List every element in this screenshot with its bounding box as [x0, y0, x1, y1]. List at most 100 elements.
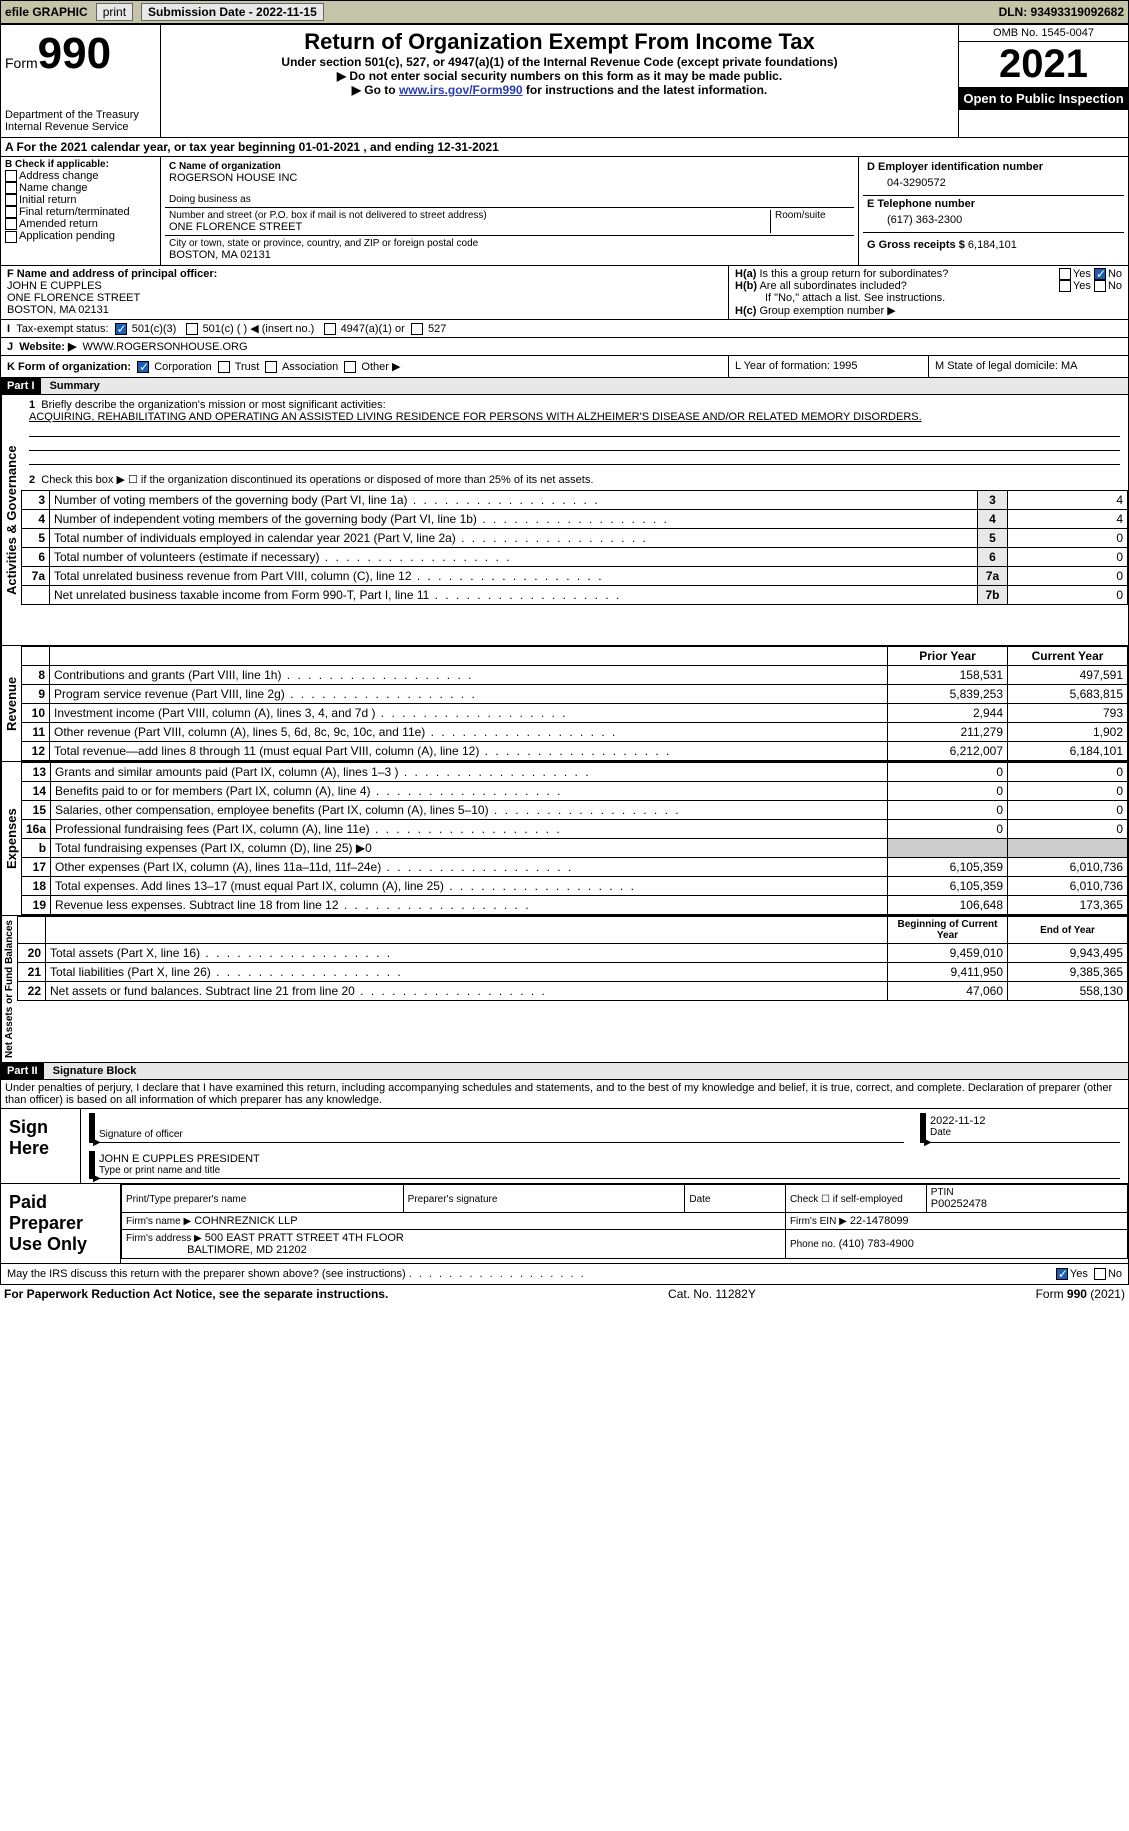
cb-4947[interactable]: [324, 323, 336, 335]
cb-name-change[interactable]: [5, 182, 17, 194]
discuss-yes[interactable]: [1056, 1268, 1068, 1280]
q2-label: Check this box ▶ ☐ if the organization d…: [41, 474, 593, 486]
expenses-table: 13Grants and similar amounts paid (Part …: [21, 762, 1128, 915]
hb-no[interactable]: [1094, 280, 1106, 292]
sign-here-label: Sign Here: [1, 1109, 81, 1183]
discuss-row: May the IRS discuss this return with the…: [0, 1264, 1129, 1285]
print-button[interactable]: print: [96, 3, 133, 21]
efile-label: efile GRAPHIC: [5, 5, 88, 19]
part1-title: Summary: [44, 378, 106, 394]
discuss-label: May the IRS discuss this return with the…: [7, 1268, 406, 1280]
addr-label: Number and street (or P.O. box if mail i…: [169, 210, 770, 221]
block-c: C Name of organization ROGERSON HOUSE IN…: [161, 157, 858, 265]
firm-name: COHNREZNICK LLP: [194, 1215, 297, 1227]
hb-note: If "No," attach a list. See instructions…: [735, 292, 1122, 304]
state-domicile: M State of legal domicile: MA: [928, 356, 1128, 377]
paid-preparer-block: Paid Preparer Use Only Print/Type prepar…: [0, 1184, 1129, 1264]
declaration-text: Under penalties of perjury, I declare th…: [0, 1080, 1129, 1109]
revenue-table: Prior YearCurrent Year8Contributions and…: [21, 646, 1128, 761]
ptin: P00252478: [931, 1198, 1123, 1210]
hb-yes[interactable]: [1059, 280, 1071, 292]
governance-table: 3Number of voting members of the governi…: [21, 490, 1128, 605]
website-label: Website: ▶: [19, 341, 76, 353]
ein-value: 04-3290572: [867, 173, 1120, 193]
firm-addr1: 500 EAST PRATT STREET 4TH FLOOR: [205, 1232, 404, 1244]
ha-yes[interactable]: [1059, 268, 1071, 280]
city-label: City or town, state or province, country…: [169, 238, 850, 249]
discuss-no[interactable]: [1094, 1268, 1106, 1280]
room-label: Room/suite: [770, 210, 850, 233]
cb-501c3[interactable]: [115, 323, 127, 335]
form-number: 990: [38, 29, 111, 78]
tax-exempt-row: I Tax-exempt status: 501(c)(3) 501(c) ( …: [0, 320, 1129, 338]
cb-app-pending[interactable]: [5, 231, 17, 243]
sidelabel-netassets: Net Assets or Fund Balances: [1, 916, 17, 1062]
org-address: ONE FLORENCE STREET: [169, 221, 770, 233]
tel-value: (617) 363-2300: [867, 210, 1120, 230]
org-city: BOSTON, MA 02131: [169, 249, 850, 261]
block-d: D Employer identification number 04-3290…: [858, 157, 1128, 265]
sig-date-label: Date: [930, 1127, 1116, 1138]
gross-value: 6,184,101: [968, 239, 1017, 251]
ha-label: Is this a group return for subordinates?: [759, 268, 948, 280]
topbar: efile GRAPHIC print Submission Date - 20…: [0, 0, 1129, 24]
tel-label: E Telephone number: [867, 198, 1120, 210]
cb-final-return[interactable]: [5, 206, 17, 218]
tax-period: A For the 2021 calendar year, or tax yea…: [0, 138, 1129, 157]
form-subtitle-1: Under section 501(c), 527, or 4947(a)(1)…: [167, 55, 952, 69]
section-expenses: Expenses 13Grants and similar amounts pa…: [0, 762, 1129, 916]
cb-initial-return[interactable]: [5, 194, 17, 206]
cb-assoc[interactable]: [265, 361, 277, 373]
org-name-label: C Name of organization: [169, 161, 850, 172]
ein-label: D Employer identification number: [867, 161, 1120, 173]
footer-left: For Paperwork Reduction Act Notice, see …: [4, 1287, 388, 1301]
officer-name: JOHN E CUPPLES: [7, 280, 722, 292]
mission-text: ACQUIRING, REHABILITATING AND OPERATING …: [29, 411, 1120, 423]
sig-date: 2022-11-12: [930, 1115, 1116, 1127]
omb-number: OMB No. 1545-0047: [959, 25, 1128, 42]
form-title: Return of Organization Exempt From Incom…: [167, 29, 952, 55]
sidelabel-expenses: Expenses: [1, 762, 21, 915]
irs-link[interactable]: www.irs.gov/Form990: [399, 83, 523, 97]
officer-label: F Name and address of principal officer:: [7, 268, 722, 280]
tax-year: 2021: [959, 42, 1128, 87]
part2-title: Signature Block: [47, 1063, 143, 1079]
preparer-table: Print/Type preparer's name Preparer's si…: [121, 1184, 1128, 1259]
sign-here-block: Sign Here Signature of officer 2022-11-1…: [0, 1109, 1129, 1184]
part1-header: Part I Summary: [0, 378, 1129, 395]
section-revenue: Revenue Prior YearCurrent Year8Contribut…: [0, 646, 1129, 762]
section-activities: Activities & Governance 1 Briefly descri…: [0, 395, 1129, 646]
officer-print-name: JOHN E CUPPLES PRESIDENT: [99, 1153, 1116, 1165]
block-b: B Check if applicable: Address change Na…: [1, 157, 161, 265]
year-formation: L Year of formation: 1995: [728, 356, 928, 377]
sidelabel-activities: Activities & Governance: [1, 395, 21, 645]
form-word: Form: [5, 55, 38, 71]
submission-date: Submission Date - 2022-11-15: [141, 3, 324, 21]
paid-preparer-label: Paid Preparer Use Only: [1, 1184, 121, 1263]
cb-address-change[interactable]: [5, 170, 17, 182]
cb-trust[interactable]: [218, 361, 230, 373]
hc-label: Group exemption number ▶: [759, 305, 895, 317]
q1-label: Briefly describe the organization's miss…: [41, 399, 385, 411]
firm-ein: 22-1478099: [850, 1215, 909, 1227]
officer-addr1: ONE FLORENCE STREET: [7, 292, 722, 304]
cb-amended[interactable]: [5, 218, 17, 230]
dba-label: Doing business as: [169, 194, 850, 205]
footer-center: Cat. No. 11282Y: [668, 1287, 756, 1301]
formorg-label: K Form of organization:: [7, 361, 131, 373]
print-name-label: Type or print name and title: [99, 1165, 1116, 1176]
form-subtitle-2: ▶ Do not enter social security numbers o…: [167, 69, 952, 83]
cb-527[interactable]: [411, 323, 423, 335]
gross-label: G Gross receipts $: [867, 239, 968, 251]
goto-prefix: ▶ Go to: [352, 83, 399, 97]
officer-block: F Name and address of principal officer:…: [0, 266, 1129, 320]
dept-treasury: Department of the Treasury Internal Reve…: [5, 109, 156, 133]
cb-corp[interactable]: [137, 361, 149, 373]
ha-no[interactable]: [1094, 268, 1106, 280]
cb-501c[interactable]: [186, 323, 198, 335]
block-b-header: B Check if applicable:: [5, 159, 156, 170]
taxexempt-label: Tax-exempt status:: [16, 323, 108, 335]
goto-suffix: for instructions and the latest informat…: [523, 83, 768, 97]
cb-other[interactable]: [344, 361, 356, 373]
org-name: ROGERSON HOUSE INC: [169, 172, 850, 184]
